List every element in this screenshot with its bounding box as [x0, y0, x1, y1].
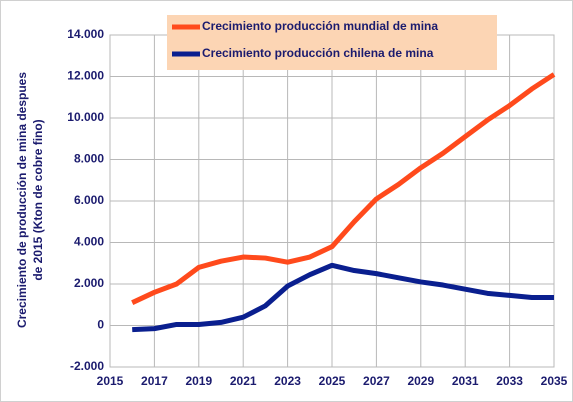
x-tick-label: 2033: [496, 374, 523, 388]
y-tick-label: -2.000: [70, 359, 104, 373]
x-tick-label: 2021: [230, 374, 257, 388]
y-tick-label: 10.000: [67, 110, 104, 124]
y-tick-label: 4.000: [74, 235, 104, 249]
y-tick-label: 0: [97, 318, 104, 332]
x-tick-label: 2035: [541, 374, 568, 388]
y-tick-label: 8.000: [74, 152, 104, 166]
y-tick-label: 6.000: [74, 193, 104, 207]
legend: Crecimiento producción mundial de mina Cr…: [167, 15, 497, 70]
y-axis-label-line: Crecimiento de producción de mina despue…: [15, 72, 29, 328]
y-tick-label: 2.000: [74, 276, 104, 290]
line-series: [132, 262, 554, 333]
x-tick-label: 2023: [274, 374, 301, 388]
y-axis-label: Crecimiento de producción de mina despue…: [15, 72, 45, 328]
line-series: [131, 72, 556, 305]
legend-label: Crecimiento producción mundial de mina: [202, 19, 438, 33]
y-axis-label-line: de 2015 (Kton de cobre fino): [31, 119, 45, 280]
x-tick-label: 2025: [319, 374, 346, 388]
x-tick-label: 2015: [97, 374, 124, 388]
legend-label: Crecimiento producción chilena de mina: [202, 46, 434, 60]
legend-box: [167, 15, 497, 70]
y-tick-label: 14.000: [67, 27, 104, 41]
x-tick-label: 2017: [141, 374, 168, 388]
x-tick-label: 2019: [185, 374, 212, 388]
x-tick-label: 2027: [363, 374, 390, 388]
x-tick-label: 2031: [452, 374, 479, 388]
x-tick-label: 2029: [407, 374, 434, 388]
y-tick-label: 12.000: [67, 69, 104, 83]
